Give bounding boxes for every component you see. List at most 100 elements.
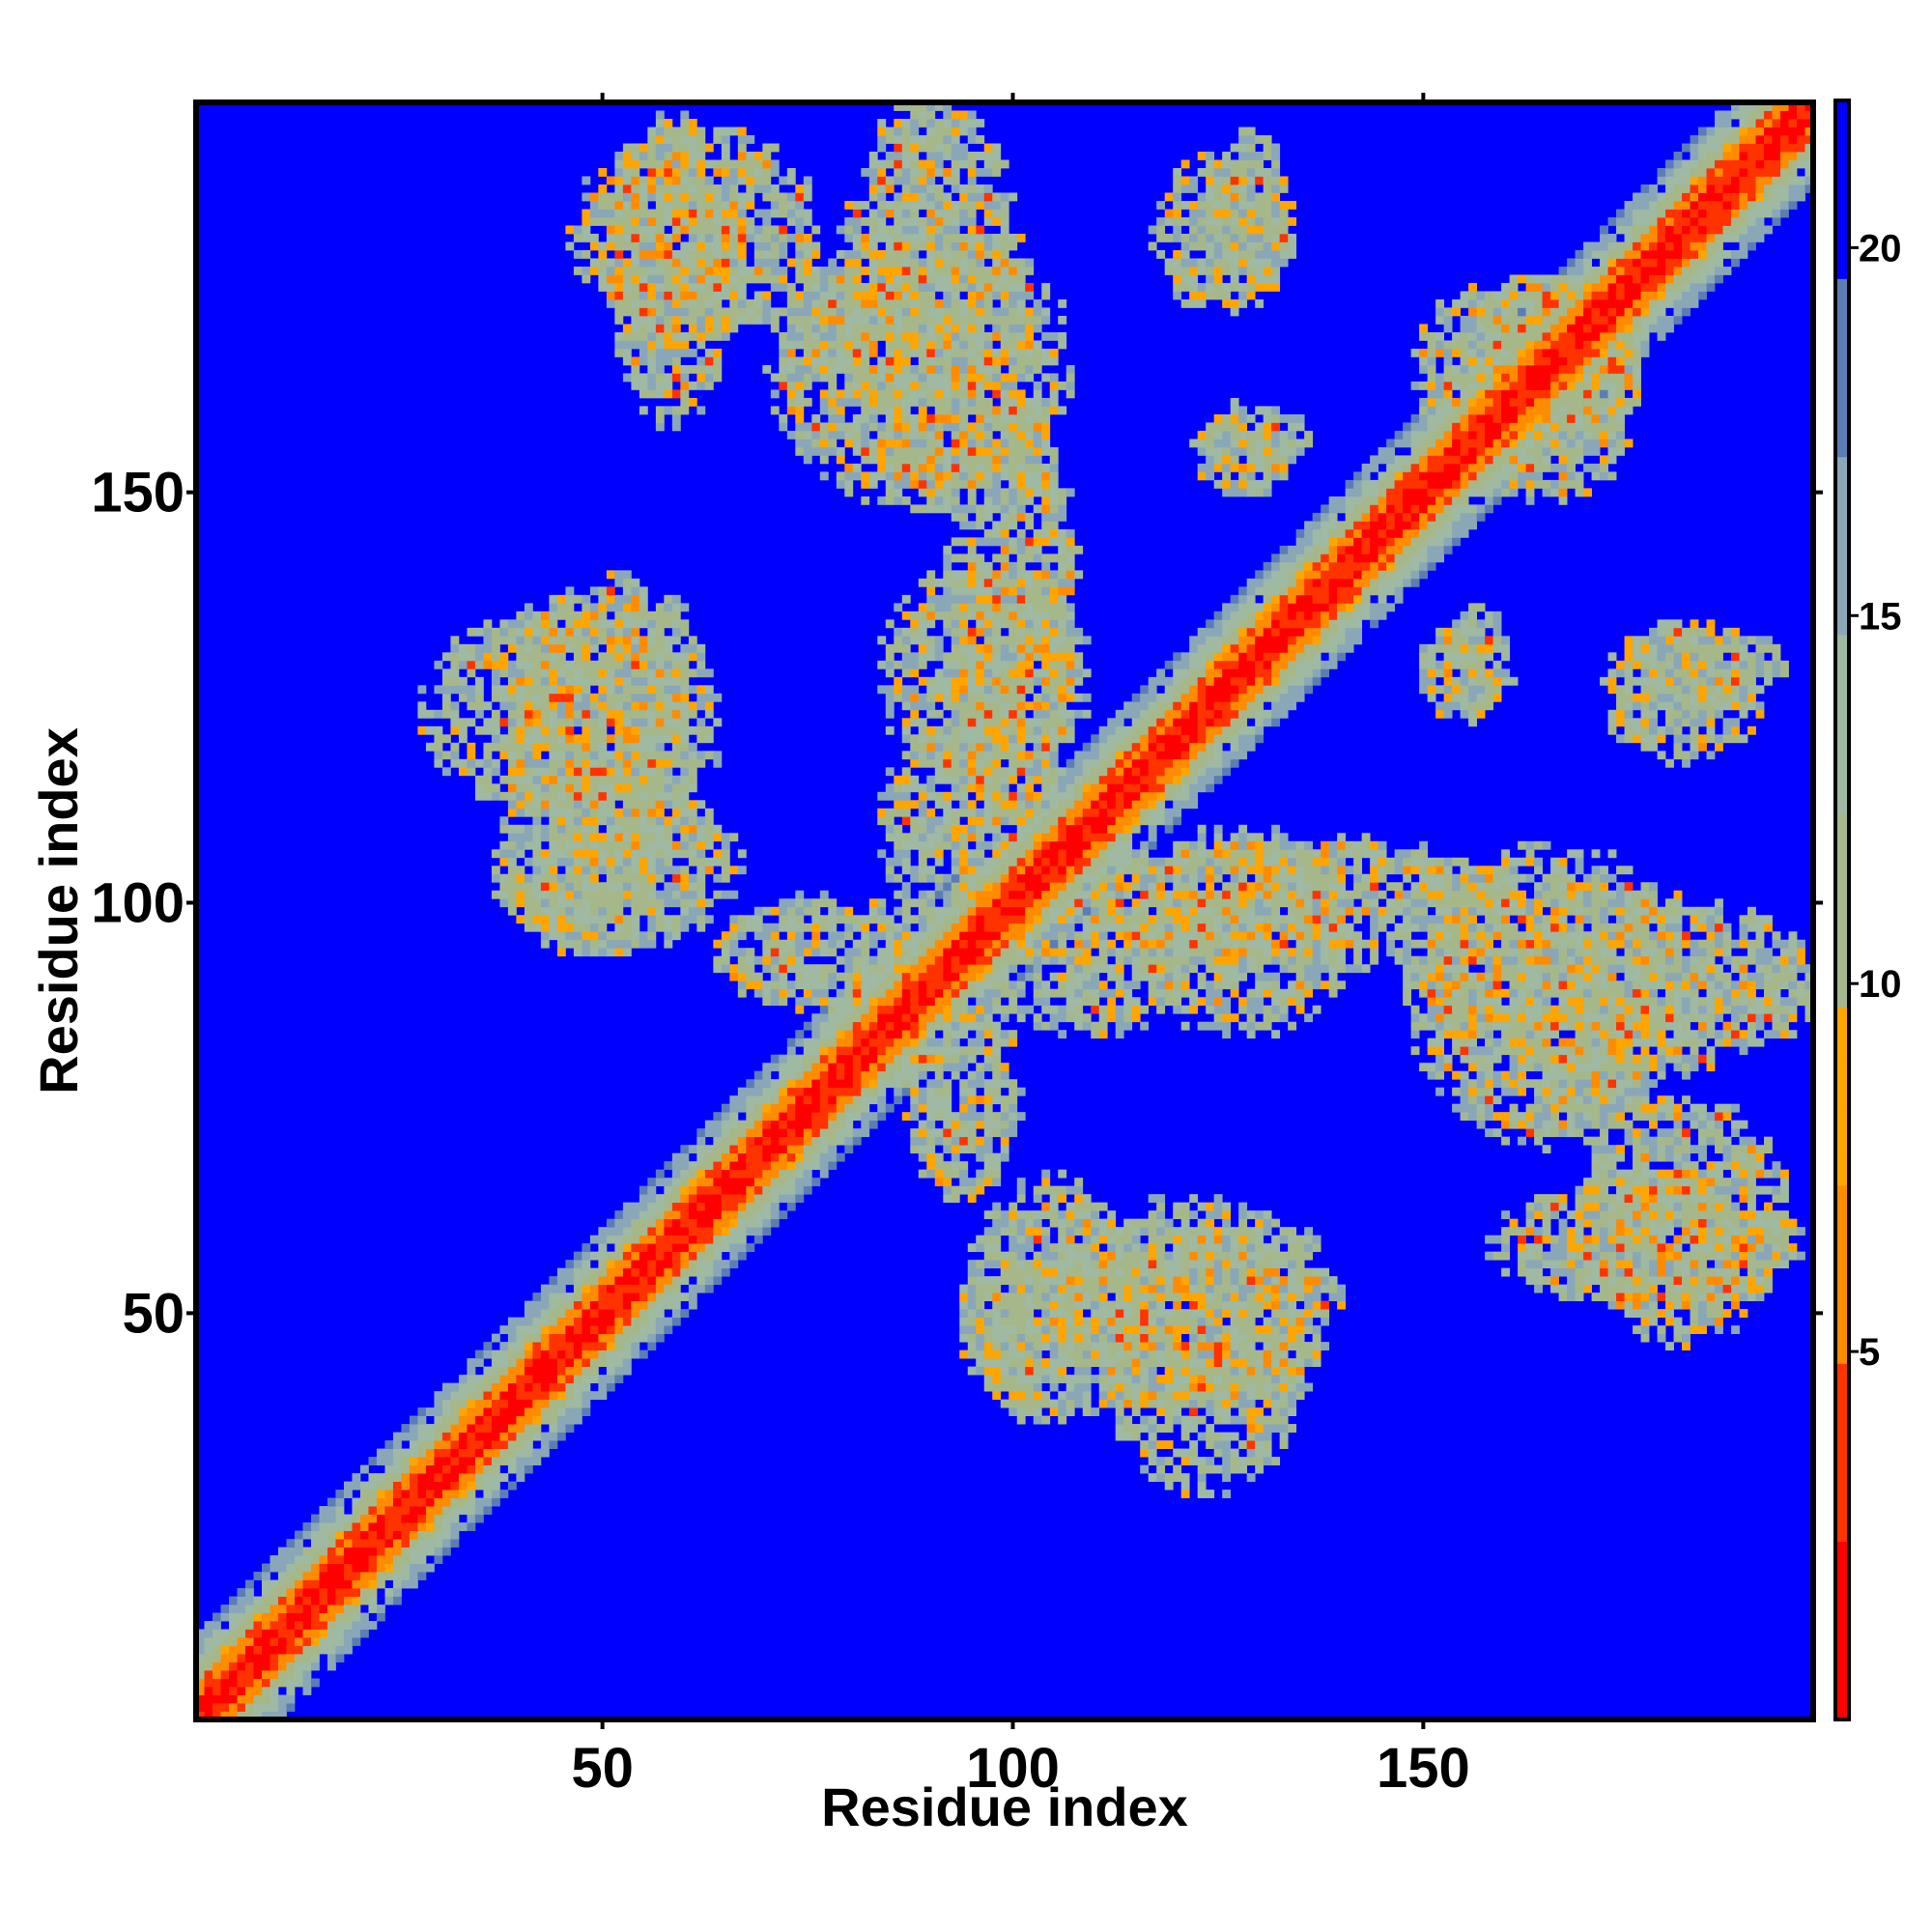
heatmap-cell <box>1715 948 1723 957</box>
heatmap-cell <box>1164 1260 1174 1269</box>
heatmap-cell <box>622 948 632 957</box>
heatmap-cell <box>401 1555 411 1564</box>
heatmap-cell <box>992 1284 1002 1293</box>
heatmap-cell <box>598 1276 608 1286</box>
heatmap-cell <box>1452 972 1462 981</box>
heatmap-cell <box>1197 1227 1207 1236</box>
heatmap-cell <box>721 1112 730 1122</box>
heatmap-cell <box>598 1342 608 1351</box>
heatmap-cell <box>934 1063 944 1072</box>
heatmap-cell <box>1000 1317 1009 1326</box>
heatmap-cell <box>1041 1005 1051 1014</box>
heatmap-cell <box>811 1037 821 1047</box>
heatmap-cell <box>1009 1095 1018 1105</box>
heatmap-cell <box>1189 1358 1199 1368</box>
heatmap-cell <box>319 1612 328 1622</box>
heatmap-cell <box>647 1300 657 1310</box>
heatmap-cell <box>1715 1112 1723 1122</box>
heatmap-cell <box>1206 1284 1215 1293</box>
heatmap-cell <box>910 972 920 981</box>
heatmap-cell <box>1657 1194 1666 1204</box>
heatmap-cell <box>1575 1194 1584 1204</box>
heatmap-cell <box>352 1579 361 1589</box>
heatmap-cell <box>450 1415 460 1425</box>
heatmap-cell <box>1583 1251 1592 1261</box>
heatmap-cell <box>622 1276 632 1286</box>
heatmap-cell <box>1518 1013 1526 1023</box>
heatmap-cell <box>1304 1317 1314 1326</box>
heatmap-cell <box>1468 972 1478 981</box>
heatmap-cell <box>1534 1136 1543 1146</box>
heatmap-cell <box>384 1464 394 1474</box>
heatmap-cell <box>1591 964 1601 974</box>
heatmap-cell <box>1025 1293 1035 1302</box>
heatmap-cell <box>664 1227 673 1236</box>
heatmap-cell <box>277 1637 287 1646</box>
heatmap-cell <box>1255 1333 1264 1343</box>
heatmap-cell <box>1246 1309 1256 1319</box>
heatmap-cell <box>934 1112 944 1122</box>
heatmap-cell <box>1107 1391 1117 1400</box>
heatmap-cell <box>976 1185 985 1195</box>
heatmap-cell <box>828 1161 838 1171</box>
heatmap-cell <box>1246 1021 1256 1031</box>
heatmap-cell <box>1567 964 1576 974</box>
heatmap-cell <box>877 972 887 981</box>
heatmap-cell <box>1492 1079 1502 1089</box>
heatmap-cell <box>1665 948 1674 957</box>
heatmap-cell <box>1607 1103 1617 1113</box>
heatmap-cell <box>1755 997 1765 1007</box>
heatmap-cell <box>1033 1235 1042 1244</box>
heatmap-cell <box>1074 980 1084 990</box>
heatmap-cell <box>1115 1276 1124 1286</box>
heatmap-cell <box>507 1424 517 1433</box>
heatmap-cell <box>1288 1358 1297 1368</box>
heatmap-cell <box>1550 1243 1559 1253</box>
heatmap-cell <box>368 1539 378 1548</box>
heatmap-cell <box>737 1136 747 1146</box>
heatmap-cell <box>483 1407 493 1416</box>
heatmap-cell <box>1534 1079 1543 1089</box>
heatmap-cell <box>762 1152 772 1162</box>
heatmap-cell <box>1731 1145 1740 1154</box>
heatmap-cell <box>1238 1202 1248 1211</box>
heatmap-cell <box>976 1120 985 1129</box>
heatmap-cell <box>1600 1128 1608 1138</box>
heatmap-cell <box>1567 1284 1576 1293</box>
heatmap-cell <box>352 1473 361 1482</box>
heatmap-cell <box>680 1267 690 1277</box>
heatmap-cell <box>598 1358 608 1368</box>
heatmap-cell <box>1140 1284 1150 1293</box>
heatmap-cell <box>1164 1358 1174 1368</box>
heatmap-cell <box>196 1694 205 1704</box>
heatmap-cell <box>507 1464 517 1474</box>
heatmap-cell <box>1780 1030 1789 1039</box>
heatmap-cell <box>1616 1227 1625 1236</box>
heatmap-cell <box>992 1005 1002 1014</box>
heatmap-cell <box>516 1440 526 1449</box>
heatmap-cell <box>1452 1037 1462 1047</box>
heatmap-cell <box>976 1284 985 1293</box>
heatmap-cell <box>1009 1407 1018 1416</box>
heatmap-cell <box>1600 1276 1608 1286</box>
heatmap-cell <box>1542 1030 1551 1039</box>
heatmap-cell <box>959 1095 969 1105</box>
heatmap-cell <box>277 1629 287 1638</box>
heatmap-cell <box>1098 1309 1108 1319</box>
heatmap-cell <box>1065 1342 1075 1351</box>
heatmap-cell <box>918 1063 927 1072</box>
heatmap-cell <box>1460 1079 1469 1089</box>
heatmap-cell <box>441 1440 451 1449</box>
heatmap-cell <box>556 1424 566 1433</box>
heatmap-cell <box>1255 1415 1264 1425</box>
heatmap-cell <box>1164 1309 1174 1319</box>
heatmap-cell <box>1222 1399 1232 1408</box>
heatmap-cell <box>1715 1267 1723 1277</box>
heatmap-cell <box>1321 1309 1330 1319</box>
heatmap-cell <box>1189 1243 1199 1253</box>
heatmap-cell <box>1788 955 1798 965</box>
heatmap-cell <box>582 1342 591 1351</box>
heatmap-cell <box>1230 1415 1239 1425</box>
heatmap-cell <box>417 1415 427 1425</box>
heatmap-cell <box>753 1103 763 1113</box>
